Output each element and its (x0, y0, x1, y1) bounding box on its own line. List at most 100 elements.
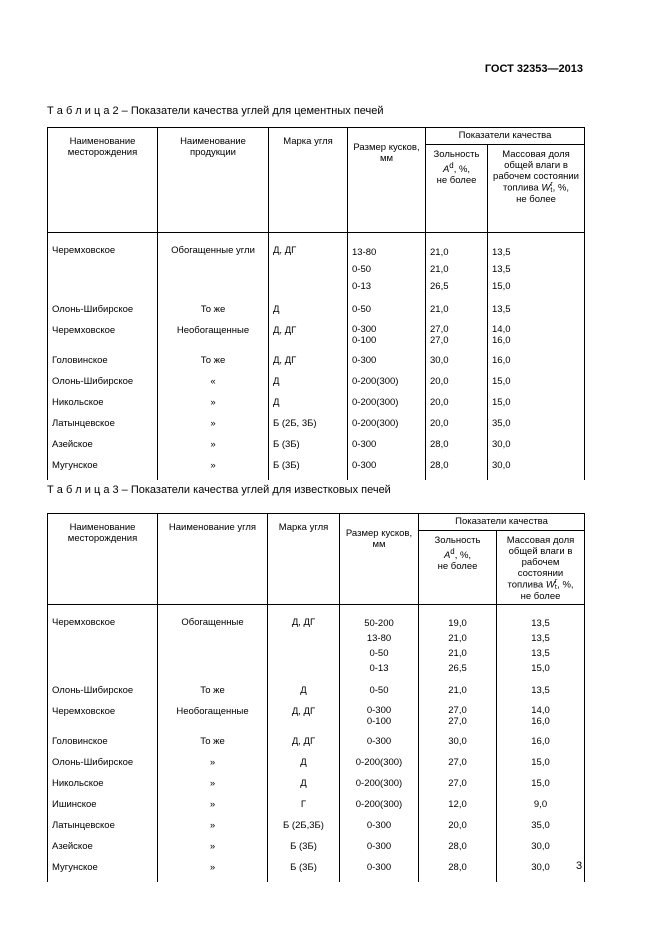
cell: Д (267, 680, 340, 701)
cell: 28,0 (425, 455, 488, 480)
cell: Азейское (47, 434, 158, 455)
cell: » (157, 773, 268, 794)
cell-text: 13-80 (366, 633, 392, 644)
table-row: Черемховское Обогащенные угли Д, ДГ 13-80 0-… (47, 232, 586, 299)
table-body: Черемховское Обогащенные Д, ДГ 50-200 13-80 0… (47, 604, 586, 882)
cell-text: 0-300 (352, 324, 377, 335)
cell: Головинское (47, 731, 158, 752)
cell: 15,0 (495, 752, 586, 773)
cell-text: Б (3Б) (290, 841, 317, 852)
cell-text: 30,0 (531, 862, 550, 873)
cell: 0-300 (339, 731, 419, 752)
cell: 30,0 (486, 455, 586, 480)
cell-text: Олонь-Шибирское (52, 685, 134, 696)
cell-text: 20,0 (430, 418, 449, 429)
cell: 15,0 (495, 773, 586, 794)
table-row: Латынцевское » Б (2Б,3Б) 0-300 20,0 35,0 (47, 815, 586, 836)
cell-text: 27,0 (430, 335, 449, 346)
cell: » (157, 794, 268, 815)
cell: Б (3Б) (267, 857, 340, 882)
cell: 0-300 0-100 (347, 320, 426, 350)
cell-text: 13,5 (531, 633, 550, 644)
column-header: Марка угля (267, 513, 340, 605)
cell: Никольское (47, 392, 158, 413)
symbol: W (545, 579, 555, 591)
cell-text: 27,0 (448, 716, 467, 727)
cell: 13,5 13,5 15,0 (486, 232, 586, 299)
cell-text: Ишинское (52, 799, 97, 810)
cell: 9,0 (495, 794, 586, 815)
cell-text: 13,5 (531, 685, 550, 696)
table-row: Латынцевское » Б (2Б, 3Б) 0-200(300) 20,0 35,… (47, 413, 586, 434)
cell: Мугунское (47, 857, 158, 882)
cell: 27,0 27,0 (425, 320, 488, 350)
table-row: Ишинское » Г 0-200(300) 12,0 9,0 (47, 794, 586, 815)
table-row: Головинское То же Д, ДГ 0-300 30,0 16,0 (47, 731, 586, 752)
cell: 35,0 (486, 413, 586, 434)
table-row: Азейское » Б (3Б) 0-300 28,0 30,0 (47, 836, 586, 857)
cell: 0-300 (339, 815, 419, 836)
table-row: Черемховское Необогащенные Д, ДГ 0-300 0-100… (47, 701, 586, 731)
cell: » (157, 752, 268, 773)
cell: 0-50 (347, 299, 426, 320)
cell-text: 28,0 (430, 439, 449, 450)
ash-header: Зольность Ad, %, не более (425, 144, 488, 233)
cell-text: 30,0 (492, 439, 511, 450)
cell-text: 0-300 (352, 355, 377, 366)
cell: 20,0 (418, 815, 497, 836)
cell: Б (2Б,3Б) (267, 815, 340, 836)
cell-text: 30,0 (430, 355, 449, 366)
cell: Д, ДГ (267, 701, 340, 731)
cell-text: 27,0 (448, 778, 467, 789)
cell: Азейское (47, 836, 158, 857)
cell: 13-80 0-50 0-13 (347, 232, 426, 299)
cell-text: 15,0 (531, 778, 550, 789)
cell: 0-300 (347, 434, 426, 455)
cell-text: 0-300 (366, 736, 392, 747)
cell-text: Черемховское (52, 245, 116, 256)
cell-text: Мугунское (52, 460, 98, 471)
column-header: Размер кусков, мм (339, 513, 419, 605)
cell-text: » (210, 397, 216, 408)
cell-text: 9,0 (533, 799, 548, 810)
cell-text: 15,0 (492, 376, 511, 387)
header-row: Наименование месторождения Наименование у… (47, 513, 586, 605)
cell-text: » (209, 778, 216, 789)
cell: 15,0 (486, 371, 586, 392)
cell-text: Д, ДГ (291, 736, 316, 747)
cell: Латынцевское (47, 413, 158, 434)
cell: Черемховское (47, 232, 158, 299)
unit: , %, (552, 182, 570, 194)
superscript: d (449, 161, 454, 170)
cell-text: 21,0 (448, 648, 467, 659)
cell: 0-300 (339, 836, 419, 857)
cell: 27,0 (418, 773, 497, 794)
cell: Г (267, 794, 340, 815)
cell-text: Олонь-Шибирское (52, 304, 134, 315)
cell-text: Д, ДГ (273, 325, 297, 336)
cell: 28,0 (418, 857, 497, 882)
table-row: Олонь-Шибирское То же Д 0-50 21,0 13,5 (47, 299, 586, 320)
cell: 13,5 (486, 299, 586, 320)
cell: 21,0 21,0 26,5 (425, 232, 488, 299)
cell: Ишинское (47, 794, 158, 815)
cell-text: » (209, 799, 216, 810)
cell-text: 0-50 (369, 648, 389, 659)
cell-text: Никольское (52, 778, 104, 789)
cell-text: 20,0 (430, 376, 449, 387)
cell-text: 35,0 (492, 418, 511, 429)
ash-header: Зольность Ad, %, не более (418, 530, 497, 605)
table-row: Олонь-Шибирское « Д 0-200(300) 20,0 15,0 (47, 371, 586, 392)
cell-text: 0-50 (352, 264, 372, 275)
cell: 0-200(300) (347, 392, 426, 413)
cell-text: Головинское (52, 736, 108, 747)
superscript: d (450, 547, 455, 556)
cell-text: Д (300, 685, 307, 696)
cell-text: 0-300 (366, 705, 392, 716)
cell: Д (268, 392, 348, 413)
symbol: A (443, 550, 451, 562)
cell-text: Д, ДГ (291, 617, 316, 628)
cell: 30,0 (495, 836, 586, 857)
note: не более (520, 591, 561, 602)
